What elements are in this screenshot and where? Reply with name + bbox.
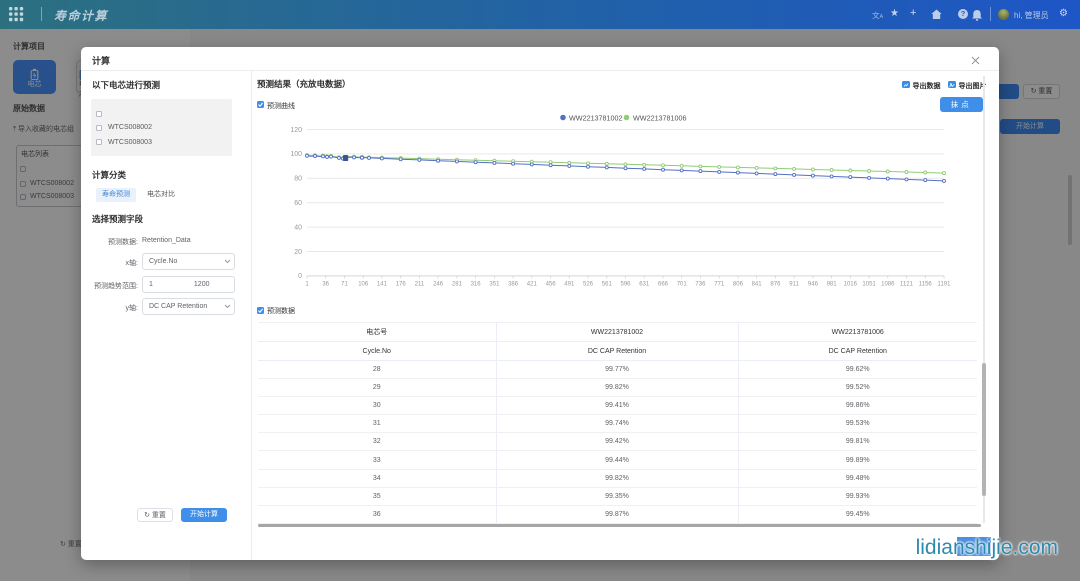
svg-text:456: 456 [546, 281, 557, 287]
svg-text:316: 316 [471, 281, 482, 287]
svg-text:246: 246 [433, 281, 444, 287]
svg-text:80: 80 [294, 176, 302, 183]
svg-text:1051: 1051 [862, 281, 876, 287]
svg-text:20: 20 [294, 249, 302, 256]
svg-text:36: 36 [322, 281, 329, 287]
svg-text:421: 421 [527, 281, 538, 287]
svg-text:211: 211 [415, 281, 425, 287]
svg-text:106: 106 [358, 281, 369, 287]
svg-text:281: 281 [452, 281, 463, 287]
svg-text:1016: 1016 [844, 281, 858, 287]
svg-text:701: 701 [677, 281, 688, 287]
svg-text:771: 771 [714, 281, 725, 287]
svg-text:1156: 1156 [919, 281, 933, 287]
svg-text:981: 981 [827, 281, 838, 287]
svg-text:0: 0 [298, 273, 302, 280]
svg-text:1121: 1121 [900, 281, 914, 287]
svg-text:1086: 1086 [881, 281, 895, 287]
svg-text:386: 386 [508, 281, 519, 287]
svg-text:736: 736 [695, 281, 706, 287]
svg-text:351: 351 [489, 281, 500, 287]
svg-text:666: 666 [658, 281, 669, 287]
svg-text:841: 841 [752, 281, 763, 287]
svg-text:40: 40 [294, 224, 302, 231]
svg-text:631: 631 [639, 281, 650, 287]
svg-text:491: 491 [564, 281, 575, 287]
svg-text:WW2213781002: WW2213781002 [569, 113, 623, 122]
svg-text:806: 806 [733, 281, 744, 287]
svg-text:120: 120 [290, 127, 302, 134]
svg-text:141: 141 [377, 281, 388, 287]
svg-text:1: 1 [305, 281, 309, 287]
svg-text:911: 911 [789, 281, 799, 287]
svg-text:526: 526 [583, 281, 594, 287]
svg-text:946: 946 [808, 281, 819, 287]
svg-text:1191: 1191 [938, 281, 952, 287]
svg-text:100: 100 [290, 151, 302, 158]
svg-text:71: 71 [341, 281, 348, 287]
svg-text:176: 176 [396, 281, 407, 287]
svg-text:876: 876 [770, 281, 781, 287]
svg-text:WW2213781006: WW2213781006 [633, 113, 687, 122]
svg-text:60: 60 [294, 200, 302, 207]
svg-text:596: 596 [620, 281, 631, 287]
svg-text:561: 561 [602, 281, 613, 287]
